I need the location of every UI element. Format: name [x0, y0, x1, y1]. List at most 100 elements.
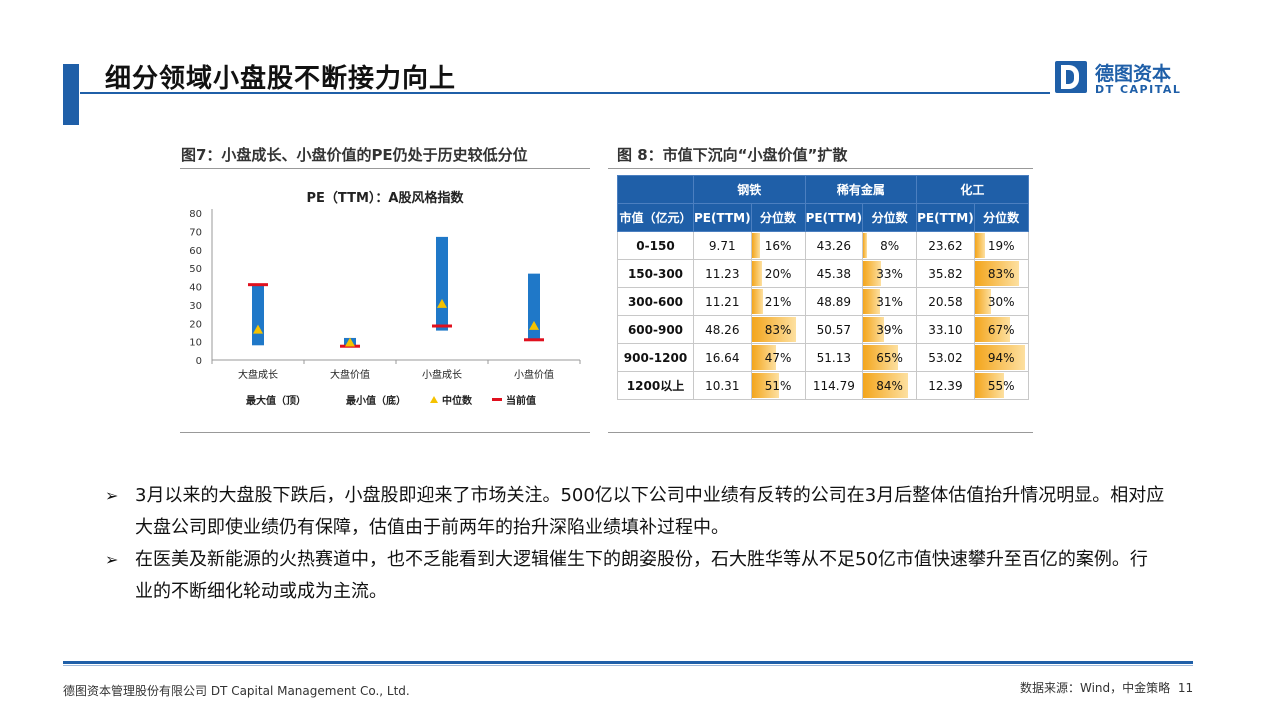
percentile-cell: 19%	[973, 231, 1029, 260]
table-column-header-row: 市值（亿元） PE(TTM) 分位数 PE(TTM) 分位数 PE(TTM) 分…	[617, 203, 1029, 232]
percentile-bar	[863, 373, 908, 398]
data-source: 数据来源：Wind，中金策略	[1020, 681, 1171, 695]
pe-cell: 51.13	[804, 343, 864, 372]
legend-median-icon	[430, 396, 438, 403]
y-tick-label: 80	[189, 209, 202, 220]
percentile-cell: 20%	[750, 259, 806, 288]
pe-cell: 11.21	[693, 287, 752, 316]
pe-cell: 16.64	[693, 343, 752, 372]
figure7-top-rule	[180, 168, 590, 169]
percentile-bar	[863, 317, 884, 342]
title-accent-bar	[63, 64, 79, 125]
bullet-text: 在医美及新能源的火热赛道中，也不乏能看到大逻辑催生下的朗姿股份，石大胜华等从不足…	[135, 549, 1148, 602]
y-tick-label: 40	[189, 283, 202, 294]
percentile-bar	[751, 317, 796, 342]
y-tick-label: 60	[189, 246, 202, 257]
legend-label: 中位数	[442, 394, 473, 407]
legend-current-icon	[492, 398, 502, 401]
bullet-list: ➢ 3月以来的大盘股下跌后，小盘股即迎来了市场关注。500亿以下公司中业绩有反转…	[105, 480, 1165, 608]
legend-label: 最小值（底）	[346, 394, 406, 407]
col-percentile: 分位数	[862, 203, 918, 232]
footer-rule	[63, 661, 1193, 664]
pe-cell: 23.62	[916, 231, 975, 260]
pe-cell: 33.10	[916, 315, 975, 344]
chart-title: PE（TTM）：A股风格指数	[307, 190, 465, 206]
pe-cell: 114.79	[804, 371, 864, 400]
footer-company: 德图资本管理股份有限公司 DT Capital Management Co., …	[63, 684, 410, 698]
percentile-cell: 30%	[973, 287, 1029, 316]
percentile-bar	[863, 233, 868, 258]
percentile-cell: 8%	[862, 231, 918, 260]
y-tick-label: 70	[189, 227, 202, 238]
category-label: 小盘价值	[514, 368, 554, 381]
row-label: 0-150	[617, 231, 694, 260]
logo-english-name: DT CAPITAL	[1095, 83, 1182, 96]
row-label: 150-300	[617, 259, 694, 288]
category-label: 大盘成长	[238, 368, 278, 381]
arrow-bullet-icon: ➢	[105, 550, 119, 569]
group-chemical: 化工	[916, 175, 1029, 204]
row-label: 1200以上	[617, 371, 694, 400]
figure8-caption: 图 8：市值下沉向“小盘价值”扩散	[617, 146, 848, 164]
group-steel: 钢铁	[693, 175, 806, 204]
category-label: 小盘成长	[422, 368, 462, 381]
percentile-bar	[974, 345, 1025, 370]
percentile-cell: 84%	[862, 371, 918, 400]
table-row: 1200以上 10.31 51% 114.79 84% 12.39 55%	[617, 371, 1029, 400]
table-row: 300-600 11.21 21% 48.89 31% 20.58 30%	[617, 287, 1029, 316]
percentile-cell: 94%	[973, 343, 1029, 372]
pe-cell: 48.89	[804, 287, 864, 316]
arrow-bullet-icon: ➢	[105, 486, 119, 505]
figure8-top-rule	[608, 168, 1033, 169]
y-tick-label: 0	[196, 356, 202, 367]
footer-source: 数据来源：Wind，中金策略 11	[1020, 679, 1193, 696]
logo-d-icon	[1055, 61, 1087, 93]
percentile-cell: 16%	[750, 231, 806, 260]
col-pe: PE(TTM)	[693, 203, 752, 232]
table-row: 150-300 11.23 20% 45.38 33% 35.82 83%	[617, 259, 1029, 288]
percentile-cell: 55%	[973, 371, 1029, 400]
bullet-text: 3月以来的大盘股下跌后，小盘股即迎来了市场关注。500亿以下公司中业绩有反转的公…	[135, 485, 1165, 538]
col-market-cap: 市值（亿元）	[617, 203, 694, 232]
pe-cell: 53.02	[916, 343, 975, 372]
pe-cell: 11.23	[693, 259, 752, 288]
percentile-cell: 31%	[862, 287, 918, 316]
percentile-bar	[751, 233, 761, 258]
pe-cell: 43.26	[804, 231, 864, 260]
current-value-mark	[248, 283, 268, 287]
percentile-bar	[974, 373, 1004, 398]
pe-range-chart: PE（TTM）：A股风格指数 0 10 20 30 40 50 60 70 80 大盘成长 大盘价值 小…	[180, 178, 590, 423]
percentile-cell: 83%	[973, 259, 1029, 288]
category-label: 大盘价值	[330, 368, 370, 381]
percentile-cell: 39%	[862, 315, 918, 344]
pe-cell: 50.57	[804, 315, 864, 344]
percentile-bar	[751, 373, 779, 398]
percentile-cell: 65%	[862, 343, 918, 372]
percentile-bar	[974, 289, 991, 314]
median-marker	[345, 337, 355, 347]
table-corner-cell	[617, 175, 694, 204]
pe-cell: 35.82	[916, 259, 975, 288]
percentile-cell: 51%	[750, 371, 806, 400]
percentile-bar	[974, 233, 985, 258]
row-label: 300-600	[617, 287, 694, 316]
col-pe: PE(TTM)	[916, 203, 975, 232]
bullet-item: ➢ 3月以来的大盘股下跌后，小盘股即迎来了市场关注。500亿以下公司中业绩有反转…	[105, 480, 1165, 544]
page-number: 11	[1177, 681, 1194, 695]
group-rare-metal: 稀有金属	[804, 175, 918, 204]
pe-cell: 9.71	[693, 231, 752, 260]
page-title: 细分领域小盘股不断接力向上	[105, 64, 457, 94]
median-marker	[529, 320, 539, 330]
pe-cell: 10.31	[693, 371, 752, 400]
median-marker	[253, 324, 263, 334]
percentile-bar	[751, 289, 763, 314]
current-value-mark	[524, 338, 544, 342]
table-row: 0-150 9.71 16% 43.26 8% 23.62 19%	[617, 231, 1029, 260]
range-bar	[528, 273, 540, 340]
row-label: 900-1200	[617, 343, 694, 372]
col-percentile: 分位数	[750, 203, 806, 232]
median-marker	[437, 298, 447, 308]
percentile-bar	[863, 261, 881, 286]
bullet-item: ➢ 在医美及新能源的火热赛道中，也不乏能看到大逻辑催生下的朗姿股份，石大胜华等从…	[105, 544, 1165, 608]
pe-range-chart-svg: PE（TTM）：A股风格指数 0 10 20 30 40 50 60 70 80 大盘成长 大盘价值 小…	[189, 190, 581, 407]
